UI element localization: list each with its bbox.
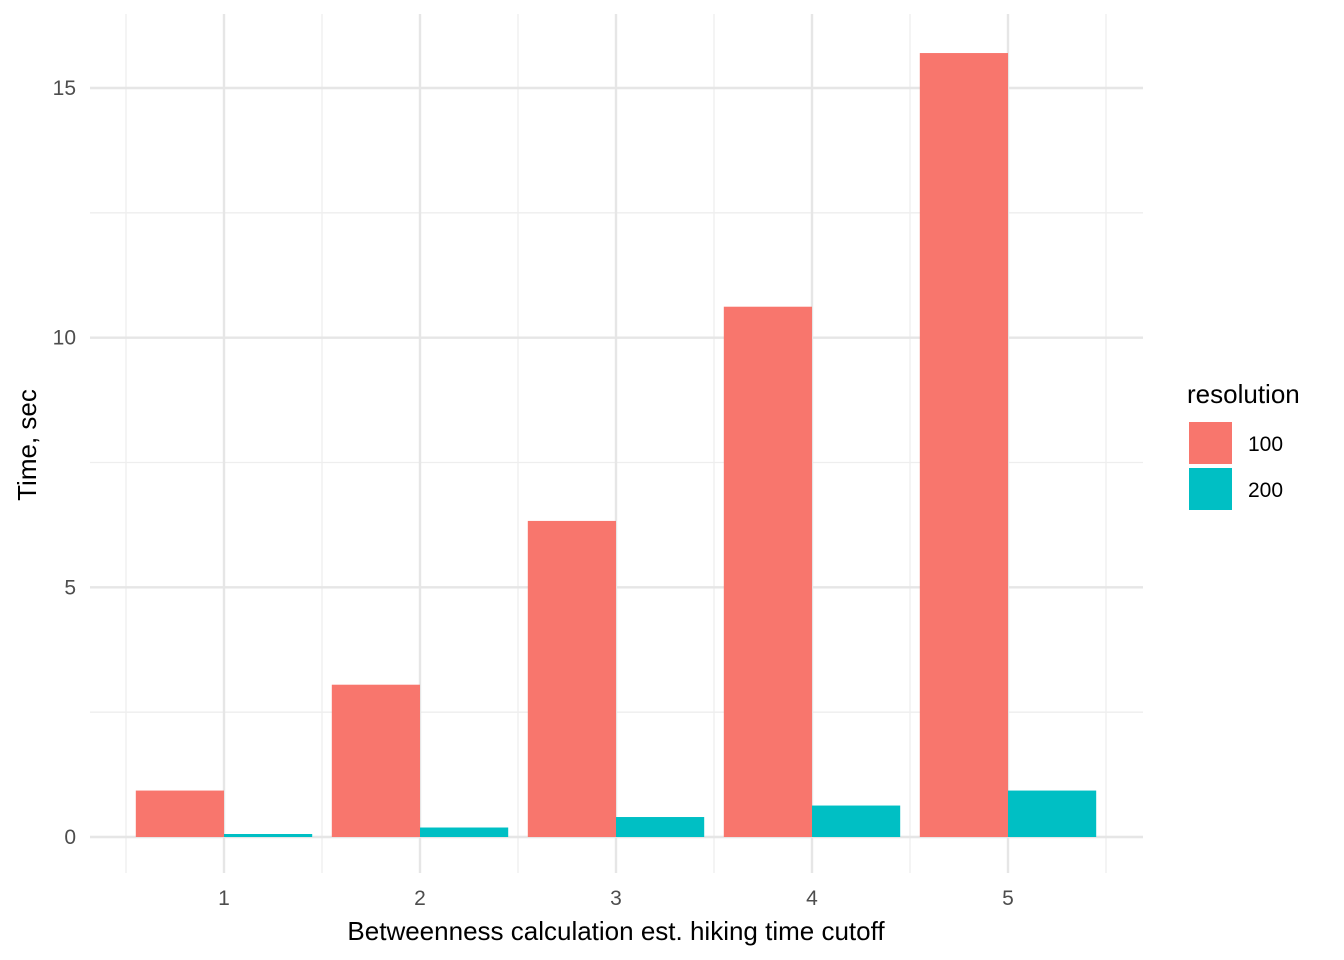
x-tick-label: 3 bbox=[610, 887, 622, 910]
x-tick-label: 1 bbox=[218, 887, 230, 910]
bar-200-cat-4 bbox=[812, 805, 901, 837]
bar-200-cat-1 bbox=[224, 834, 313, 837]
x-axis-title: Betweenness calculation est. hiking time… bbox=[347, 916, 885, 946]
y-tick-label: 15 bbox=[53, 77, 76, 100]
legend-label-200: 200 bbox=[1248, 479, 1283, 502]
bar-200-cat-5 bbox=[1008, 790, 1097, 837]
y-tick-label: 0 bbox=[64, 826, 76, 849]
bar-100-cat-3 bbox=[527, 520, 616, 837]
bar-100-cat-4 bbox=[723, 306, 812, 837]
x-tick-label: 4 bbox=[806, 887, 818, 910]
legend-label-100: 100 bbox=[1248, 433, 1283, 456]
legend: resolution 100 200 bbox=[1187, 379, 1300, 510]
bars bbox=[135, 53, 1097, 837]
y-axis-ticks: 0 5 10 15 bbox=[53, 77, 76, 849]
legend-key-100 bbox=[1189, 422, 1232, 464]
y-axis-title: Time, sec bbox=[12, 389, 42, 501]
legend-items: 100 200 bbox=[1189, 422, 1283, 510]
legend-title: resolution bbox=[1187, 379, 1300, 409]
y-tick-label: 10 bbox=[53, 327, 76, 350]
y-tick-label: 5 bbox=[64, 576, 76, 599]
x-axis-ticks: 1 2 3 4 5 bbox=[218, 887, 1014, 910]
legend-key-200 bbox=[1189, 468, 1232, 510]
bar-200-cat-2 bbox=[420, 827, 509, 837]
bar-100-cat-5 bbox=[919, 53, 1008, 837]
x-tick-label: 5 bbox=[1002, 887, 1014, 910]
bar-100-cat-2 bbox=[331, 684, 420, 837]
bar-200-cat-3 bbox=[616, 817, 705, 837]
x-tick-label: 2 bbox=[414, 887, 426, 910]
bar-100-cat-1 bbox=[135, 790, 224, 837]
